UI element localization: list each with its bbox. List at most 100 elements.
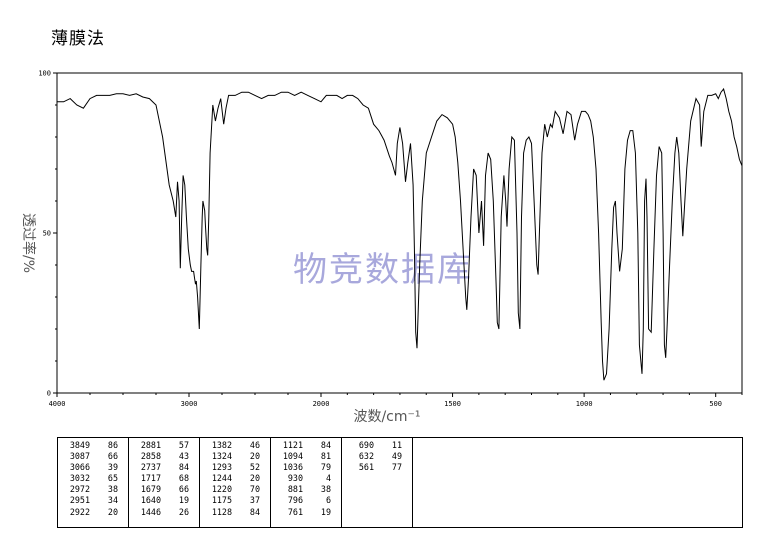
peak-wavenumber: 561 — [358, 462, 374, 473]
peak-wavenumber: 1220 — [211, 484, 232, 495]
peak-table: 3849 86 3087 66 3066 39 3032 65 2972 38 2951 34 2922… — [57, 437, 743, 528]
peak-row: 2881 57 — [129, 440, 199, 451]
peak-row: 3066 39 — [58, 462, 128, 473]
peak-column: 1121 84 1094 81 1036 79 930 4 881 38 796 6 761 19 — [270, 437, 342, 528]
peak-row: 1094 81 — [271, 451, 341, 462]
peak-row: 930 4 — [271, 473, 341, 484]
x-tick-label: 1500 — [444, 400, 461, 408]
peak-row: 1446 26 — [129, 507, 199, 518]
peak-row: 3087 66 — [58, 451, 128, 462]
peak-transmittance: 52 — [249, 462, 260, 473]
y-tick-label: 100 — [38, 70, 51, 78]
peak-transmittance: 84 — [249, 506, 260, 517]
peak-transmittance: 49 — [391, 451, 402, 462]
peak-row: 3032 65 — [58, 473, 128, 484]
peak-row: 561 77 — [342, 462, 412, 473]
y-axis-label: 透过率/% — [20, 213, 37, 273]
y-tick-label: 50 — [43, 230, 51, 238]
peak-wavenumber: 796 — [287, 495, 303, 506]
peak-row: 1640 19 — [129, 495, 199, 506]
peak-wavenumber: 881 — [287, 484, 303, 495]
peak-wavenumber: 3066 — [69, 462, 90, 473]
peak-wavenumber: 1036 — [282, 462, 303, 473]
peak-transmittance: 4 — [325, 473, 331, 484]
peak-wavenumber: 1128 — [211, 506, 232, 517]
peak-wavenumber: 3087 — [69, 451, 90, 462]
peak-wavenumber: 1382 — [211, 440, 232, 450]
peak-transmittance: 70 — [249, 484, 260, 495]
page-title: 薄膜法 — [51, 29, 105, 49]
peak-wavenumber: 1094 — [282, 451, 303, 462]
peak-wavenumber: 1446 — [140, 506, 161, 517]
peak-row: 2972 38 — [58, 484, 128, 495]
peak-row: 2951 34 — [58, 495, 128, 506]
peak-row: 690 11 — [342, 440, 412, 451]
peak-row: 1717 68 — [129, 473, 199, 484]
peak-transmittance: 66 — [178, 484, 189, 495]
axis-ticks — [53, 72, 743, 397]
peak-wavenumber: 761 — [287, 506, 303, 517]
peak-row: 2922 20 — [58, 507, 128, 518]
peak-row: 881 38 — [271, 484, 341, 495]
peak-transmittance: 26 — [178, 506, 189, 517]
x-tick-label: 4000 — [49, 400, 66, 408]
peak-row: 796 6 — [271, 495, 341, 506]
x-tick-label: 500 — [709, 400, 722, 408]
x-tick-label: 1000 — [576, 400, 593, 408]
peak-transmittance: 20 — [249, 451, 260, 462]
peak-row: 2858 43 — [129, 451, 199, 462]
peak-transmittance: 11 — [391, 440, 402, 450]
peak-row: 1128 84 — [200, 507, 270, 518]
peak-transmittance: 84 — [320, 440, 331, 450]
peak-wavenumber: 2858 — [140, 451, 161, 462]
watermark: 物竞数据库 — [293, 250, 473, 290]
peak-wavenumber: 1293 — [211, 462, 232, 473]
peak-transmittance: 20 — [107, 506, 118, 517]
peak-transmittance: 6 — [325, 495, 331, 506]
peak-row: 1175 37 — [200, 495, 270, 506]
peak-wavenumber: 3032 — [69, 473, 90, 484]
peak-transmittance: 68 — [178, 473, 189, 484]
peak-column: 690 11 632 49 561 77 — [341, 437, 413, 528]
peak-wavenumber: 1324 — [211, 451, 232, 462]
peak-transmittance: 34 — [107, 495, 118, 506]
peak-wavenumber: 2972 — [69, 484, 90, 495]
peak-transmittance: 19 — [178, 495, 189, 506]
x-tick-label: 3000 — [181, 400, 198, 408]
peak-row: 1382 46 — [200, 440, 270, 451]
peak-wavenumber: 632 — [358, 451, 374, 462]
peak-row: 2737 84 — [129, 462, 199, 473]
peak-wavenumber: 1175 — [211, 495, 232, 506]
peak-wavenumber: 1640 — [140, 495, 161, 506]
peak-transmittance: 65 — [107, 473, 118, 484]
peak-wavenumber: 2951 — [69, 495, 90, 506]
peak-wavenumber: 690 — [358, 440, 374, 450]
peak-transmittance: 39 — [107, 462, 118, 473]
x-axis-label: 波数/cm⁻¹ — [353, 409, 420, 425]
peak-wavenumber: 1679 — [140, 484, 161, 495]
peak-row: 1324 20 — [200, 451, 270, 462]
peak-wavenumber: 1244 — [211, 473, 232, 484]
peak-transmittance: 19 — [320, 506, 331, 517]
peak-column: 3849 86 3087 66 3066 39 3032 65 2972 38 2951 34 2922… — [57, 437, 129, 528]
peak-row: 632 49 — [342, 451, 412, 462]
peak-transmittance: 46 — [249, 440, 260, 450]
peak-row: 1679 66 — [129, 484, 199, 495]
peak-transmittance: 77 — [391, 462, 402, 473]
peak-transmittance: 79 — [320, 462, 331, 473]
peak-row: 1244 20 — [200, 473, 270, 484]
peak-wavenumber: 2737 — [140, 462, 161, 473]
peak-transmittance: 38 — [320, 484, 331, 495]
peak-wavenumber: 2922 — [69, 506, 90, 517]
peak-row: 1121 84 — [271, 440, 341, 451]
peak-transmittance: 38 — [107, 484, 118, 495]
x-tick-label: 2000 — [313, 400, 330, 408]
peak-row: 1293 52 — [200, 462, 270, 473]
peak-wavenumber: 930 — [287, 473, 303, 484]
peak-column: 2881 57 2858 43 2737 84 1717 68 1679 66 1640 19 1446… — [128, 437, 200, 528]
peak-row: 3849 86 — [58, 440, 128, 451]
spectrum-line — [57, 87, 743, 381]
peak-row: 1220 70 — [200, 484, 270, 495]
